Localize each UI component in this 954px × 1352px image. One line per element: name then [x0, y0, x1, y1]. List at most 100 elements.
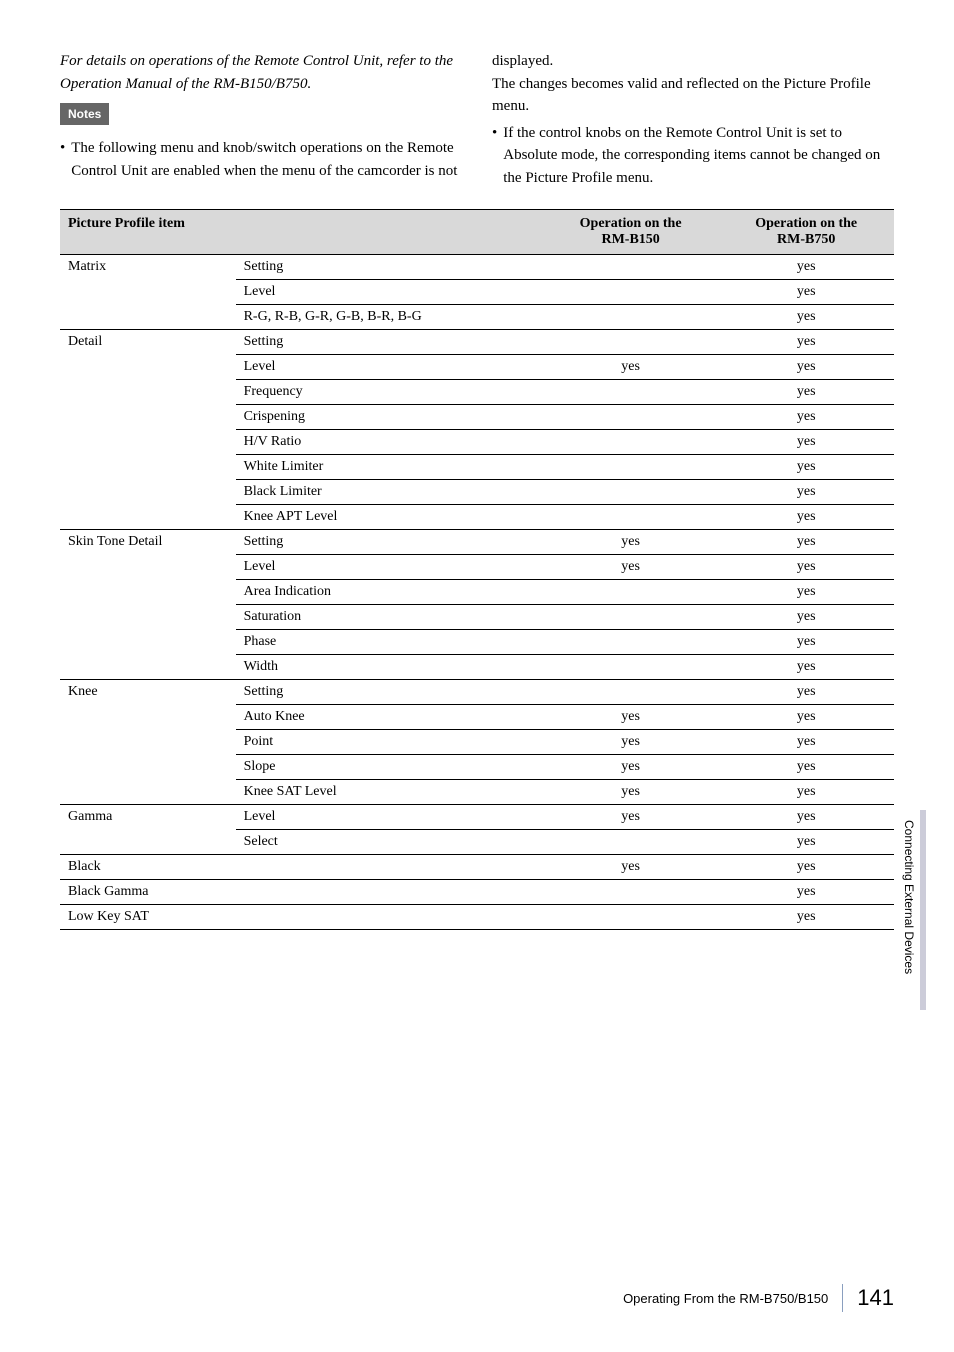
table-row: Black Limiteryes	[60, 480, 894, 505]
b150-cell	[543, 430, 719, 455]
b150-cell	[543, 330, 719, 355]
b150-cell	[543, 405, 719, 430]
footer-divider	[842, 1284, 843, 1312]
group-name-cell	[60, 305, 236, 330]
right-column: displayed. The changes becomes valid and…	[492, 50, 894, 189]
group-name-cell	[60, 480, 236, 505]
b150-cell	[543, 830, 719, 855]
header-b750-line1: Operation on the	[755, 216, 857, 231]
right-continuation: displayed.	[492, 50, 894, 73]
left-bullet: • The following menu and knob/switch ope…	[60, 137, 462, 182]
b150-cell	[543, 605, 719, 630]
b750-cell: yes	[718, 380, 894, 405]
notes-badge: Notes	[60, 103, 109, 125]
picture-profile-table: Picture Profile item Operation on the RM…	[60, 209, 894, 930]
table-row: MatrixSettingyes	[60, 255, 894, 280]
b750-cell: yes	[718, 455, 894, 480]
b150-cell: yes	[543, 780, 719, 805]
b750-cell: yes	[718, 905, 894, 930]
table-row: Frequencyyes	[60, 380, 894, 405]
page-footer: Operating From the RM-B750/B150 141	[623, 1284, 894, 1312]
b150-cell: yes	[543, 355, 719, 380]
group-name-cell: Gamma	[60, 805, 236, 830]
header-b750-line2: RM-B750	[726, 232, 886, 248]
table-row: Knee SAT Levelyesyes	[60, 780, 894, 805]
sub-item-cell: Setting	[236, 330, 543, 355]
group-name-cell	[60, 780, 236, 805]
b150-cell	[543, 380, 719, 405]
table-row: Knee APT Levelyes	[60, 505, 894, 530]
group-name-cell	[60, 380, 236, 405]
sub-item-cell	[236, 905, 543, 930]
b150-cell	[543, 630, 719, 655]
sub-item-cell: H/V Ratio	[236, 430, 543, 455]
b750-cell: yes	[718, 305, 894, 330]
header-item: Picture Profile item	[60, 210, 543, 255]
b150-cell: yes	[543, 805, 719, 830]
table-row: Levelyesyes	[60, 555, 894, 580]
left-bullet-text: The following menu and knob/switch opera…	[71, 137, 462, 182]
sub-item-cell: Level	[236, 355, 543, 380]
table-row: Selectyes	[60, 830, 894, 855]
left-column: For details on operations of the Remote …	[60, 50, 462, 189]
sub-item-cell: Level	[236, 555, 543, 580]
group-name-cell	[60, 755, 236, 780]
b750-cell: yes	[718, 730, 894, 755]
header-b150-line2: RM-B150	[551, 232, 711, 248]
table-row: Phase yes	[60, 630, 894, 655]
b750-cell: yes	[718, 255, 894, 280]
table-row: Skin Tone DetailSettingyesyes	[60, 530, 894, 555]
b750-cell: yes	[718, 780, 894, 805]
table-row: Crispeningyes	[60, 405, 894, 430]
b750-cell: yes	[718, 330, 894, 355]
sub-item-cell: Select	[236, 830, 543, 855]
table-row: Black Gammayes	[60, 880, 894, 905]
side-tab-bar	[920, 810, 926, 1010]
group-name-cell: Skin Tone Detail	[60, 530, 236, 555]
group-name-cell	[60, 505, 236, 530]
group-name-cell: Knee	[60, 680, 236, 705]
sub-item-cell: Level	[236, 280, 543, 305]
footer-title: Operating From the RM-B750/B150	[623, 1291, 828, 1306]
right-paragraph: The changes becomes valid and reflected …	[492, 73, 894, 118]
table-row: GammaLevelyesyes	[60, 805, 894, 830]
right-bullet: • If the control knobs on the Remote Con…	[492, 122, 894, 190]
header-b150: Operation on the RM-B150	[543, 210, 719, 255]
b750-cell: yes	[718, 505, 894, 530]
b750-cell: yes	[718, 630, 894, 655]
group-name-cell	[60, 655, 236, 680]
table-row: Blackyesyes	[60, 855, 894, 880]
b150-cell	[543, 305, 719, 330]
sub-item-cell: Point	[236, 730, 543, 755]
bullet-dot: •	[60, 137, 65, 182]
sub-item-cell: Setting	[236, 530, 543, 555]
table-row: Widthyes	[60, 655, 894, 680]
b750-cell: yes	[718, 755, 894, 780]
b150-cell	[543, 280, 719, 305]
b750-cell: yes	[718, 705, 894, 730]
sub-item-cell: Setting	[236, 680, 543, 705]
group-name-cell	[60, 430, 236, 455]
sub-item-cell: Crispening	[236, 405, 543, 430]
sub-item-cell: Phase	[236, 630, 543, 655]
b750-cell: yes	[718, 530, 894, 555]
sub-item-cell: Slope	[236, 755, 543, 780]
bullet-dot: •	[492, 122, 497, 190]
b750-cell: yes	[718, 880, 894, 905]
table-row: DetailSettingyes	[60, 330, 894, 355]
b150-cell	[543, 655, 719, 680]
group-name-cell: Black	[60, 855, 236, 880]
group-name-cell	[60, 630, 236, 655]
group-name-cell	[60, 355, 236, 380]
header-b150-line1: Operation on the	[580, 216, 682, 231]
b750-cell: yes	[718, 430, 894, 455]
b750-cell: yes	[718, 805, 894, 830]
group-name-cell	[60, 555, 236, 580]
table-row: White Limiteryes	[60, 455, 894, 480]
b150-cell: yes	[543, 530, 719, 555]
b150-cell	[543, 505, 719, 530]
sub-item-cell: Width	[236, 655, 543, 680]
b750-cell: yes	[718, 355, 894, 380]
b150-cell	[543, 905, 719, 930]
table-row: Slopeyesyes	[60, 755, 894, 780]
